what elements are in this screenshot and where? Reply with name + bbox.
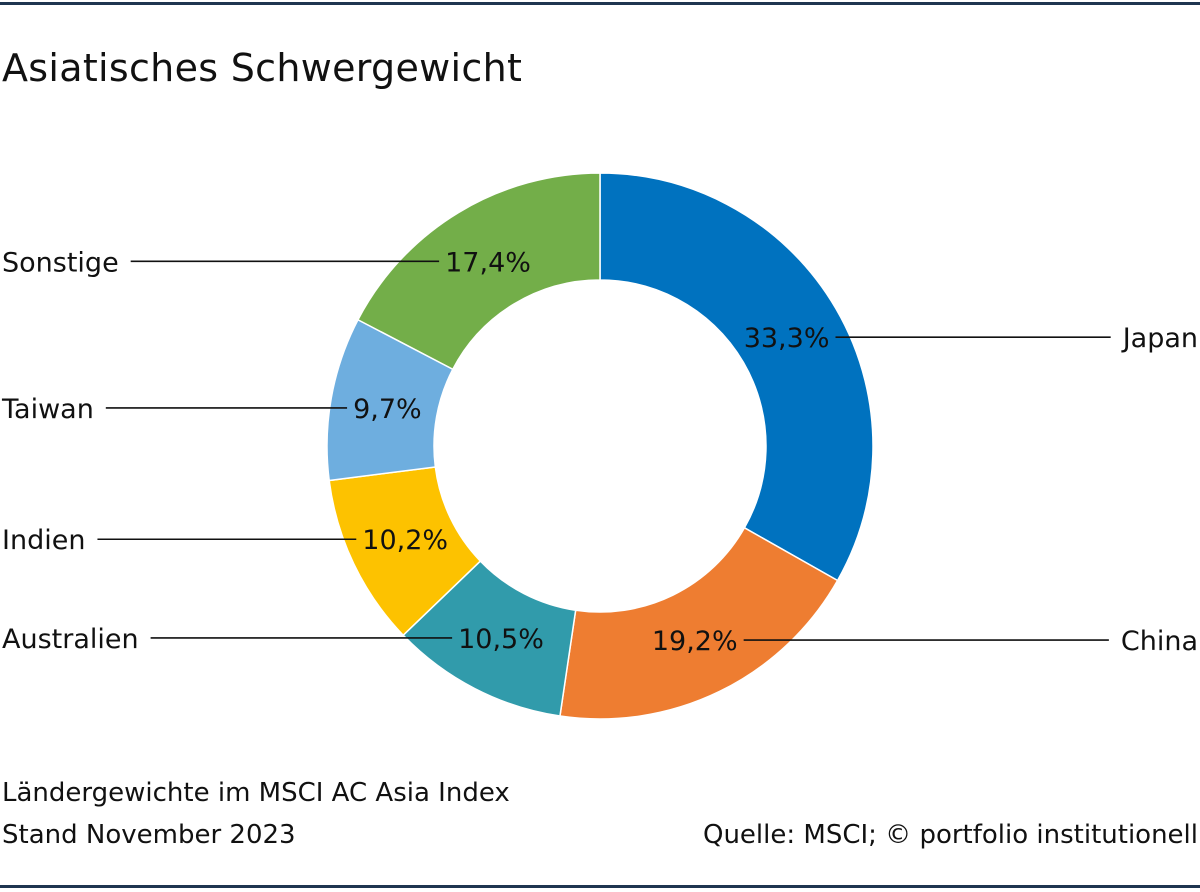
category-label-china: China xyxy=(1121,626,1198,657)
category-label-taiwan: Taiwan xyxy=(1,394,94,425)
category-label-japan: Japan xyxy=(1121,323,1198,354)
date-note: Stand November 2023 xyxy=(2,820,296,850)
slice-japan xyxy=(599,172,874,582)
chart-title: Asiatisches Schwergewicht xyxy=(2,46,523,90)
slice-sonstige xyxy=(356,172,601,371)
labels: 33,3% Japan 19,2% China 10,5% Australien 10,2%… xyxy=(1,247,1198,657)
bottom-rule xyxy=(0,885,1200,888)
value-label-taiwan: 9,7% xyxy=(353,394,422,425)
category-label-indien: Indien xyxy=(2,525,85,556)
leader-lines xyxy=(97,260,1111,641)
source-note: Quelle: MSCI; © portfolio institutionell xyxy=(702,820,1198,850)
category-label-australien: Australien xyxy=(2,624,139,655)
value-label-china: 19,2% xyxy=(652,626,738,657)
chart-subtitle: Ländergewichte im MSCI AC Asia Index xyxy=(2,778,510,808)
category-label-sonstige: Sonstige xyxy=(2,247,119,278)
value-label-australien: 10,5% xyxy=(458,624,544,655)
top-rule xyxy=(0,2,1200,5)
slice-china xyxy=(559,526,839,720)
value-label-sonstige: 17,4% xyxy=(445,247,531,278)
value-label-japan: 33,3% xyxy=(744,323,830,354)
slices xyxy=(326,172,874,720)
value-label-indien: 10,2% xyxy=(362,525,448,556)
